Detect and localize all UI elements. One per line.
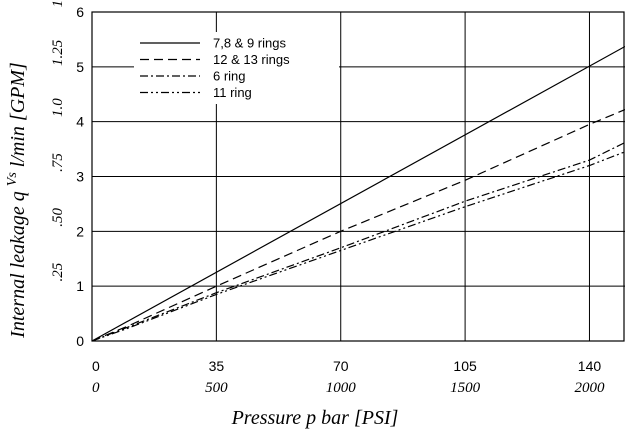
x-tick-psi-0: 0 [92, 380, 100, 396]
x-tick-bar-0: 0 [92, 358, 100, 374]
legend-label-1: 12 & 13 rings [213, 52, 290, 67]
legend-label-2: 6 ring [213, 69, 246, 84]
legend-label-3: 11 ring [213, 85, 252, 100]
y-tick-lpm-0: 0 [76, 333, 84, 349]
series-line-2 [91, 141, 625, 342]
x-axis-title: Pressure p bar [PSI] [231, 407, 399, 429]
y-axis-title-superscript: Vs [5, 172, 20, 187]
x-tick-bar-3: 105 [453, 358, 477, 374]
grid [92, 12, 625, 341]
legend-label-0: 7,8 & 9 rings [213, 36, 286, 51]
series-line-0 [91, 45, 625, 342]
y-axis-title-suffix: l/min [GPM] [7, 62, 29, 167]
y-tick-lpm-2: 2 [76, 223, 84, 239]
y-axis-title-prefix: Internal leakage q [7, 191, 29, 339]
series-lines [91, 45, 625, 342]
y-axis-title: Internal leakage q Vs l/min [GPM] [0, 62, 29, 339]
x-tick-bar-2: 70 [333, 358, 349, 374]
x-tick-psi-4: 2000 [574, 380, 605, 396]
series-line-1 [91, 109, 625, 342]
y-tick-lpm-3: 3 [76, 169, 84, 185]
x-tick-psi-3: 1500 [450, 380, 481, 396]
y-tick-gpm-3: 1.0 [50, 98, 66, 117]
plot-frame [91, 11, 625, 342]
y-tick-gpm-2: .75 [50, 153, 66, 172]
tick-labels: 0035500701000105150014020000123456.25.50… [50, 0, 605, 396]
y-tick-gpm-5: 1.5 [50, 0, 66, 7]
y-tick-lpm-1: 1 [76, 278, 84, 294]
x-tick-bar-4: 140 [578, 358, 602, 374]
x-tick-psi-1: 500 [205, 380, 228, 396]
y-tick-gpm-4: 1.25 [50, 39, 66, 66]
y-tick-lpm-5: 5 [76, 59, 84, 75]
y-tick-lpm-4: 4 [76, 114, 84, 130]
series-line-3 [91, 151, 625, 342]
y-tick-gpm-0: .25 [50, 262, 66, 281]
y-tick-gpm-1: .50 [50, 207, 66, 226]
x-tick-psi-2: 1000 [326, 380, 357, 396]
y-tick-lpm-6: 6 [76, 4, 84, 20]
x-tick-bar-1: 35 [209, 358, 225, 374]
